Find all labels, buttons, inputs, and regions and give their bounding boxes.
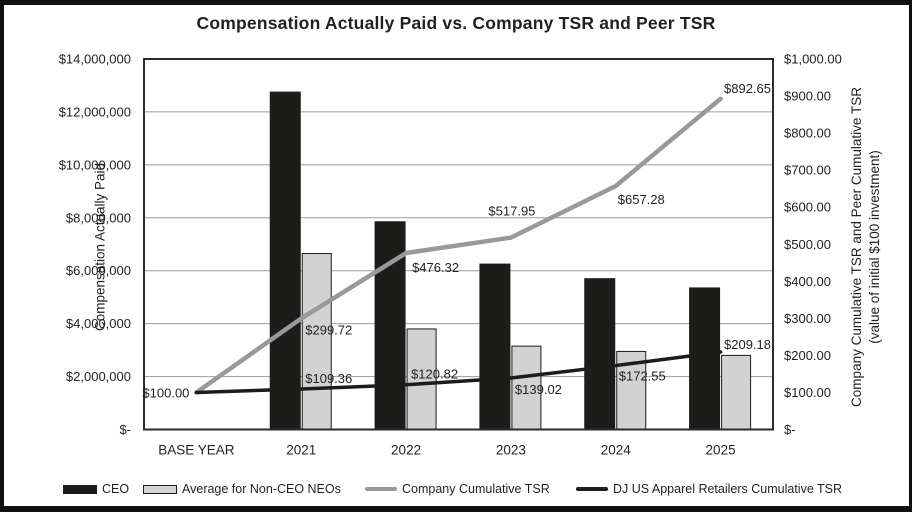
right-axis-tick: $100.00 bbox=[784, 385, 831, 400]
legend-label: DJ US Apparel Retailers Cumulative TSR bbox=[613, 482, 843, 496]
bar-non-ceo-neos-2023 bbox=[511, 345, 542, 431]
left-axis-tick: $14,000,000 bbox=[59, 52, 131, 67]
bar-ceo-2025 bbox=[689, 287, 721, 430]
category-label-2023: 2023 bbox=[496, 443, 526, 458]
right-axis-tick: $1,000.00 bbox=[784, 52, 842, 67]
right-axis-tick: $200.00 bbox=[784, 348, 831, 363]
data-label-company-tsr-2025: $892.65 bbox=[724, 81, 771, 96]
data-label-peer-tsr-2021: $109.36 bbox=[305, 371, 352, 386]
category-label-base-year: BASE YEAR bbox=[158, 443, 235, 458]
right-axis-title-line1: Company Cumulative TSR and Peer Cumulati… bbox=[849, 87, 865, 407]
legend-label: CEO bbox=[102, 482, 130, 496]
legend-item-peer-tsr: DJ US Apparel Retailers Cumulative TSR bbox=[576, 480, 842, 498]
right-axis-tick: $- bbox=[784, 422, 796, 437]
bar-ceo-2021 bbox=[269, 91, 301, 431]
bar-non-ceo-neos-2025 bbox=[721, 354, 752, 430]
category-label-2024: 2024 bbox=[601, 443, 632, 458]
bar-non-ceo-neos-2021 bbox=[301, 253, 332, 430]
legend-swatch-line-icon bbox=[576, 487, 608, 491]
legend-swatch-bar-icon bbox=[63, 484, 97, 494]
right-axis-title: Company Cumulative TSR and Peer Cumulati… bbox=[848, 87, 884, 407]
left-axis-title: Compensation Actually Paid bbox=[92, 162, 108, 332]
left-axis-tick: $- bbox=[119, 422, 131, 437]
plot-border bbox=[143, 58, 774, 431]
data-label-company-tsr-base-year: $100.00 bbox=[142, 385, 189, 400]
data-label-peer-tsr-2024: $172.55 bbox=[619, 369, 666, 384]
data-label-company-tsr-2022: $476.32 bbox=[412, 260, 459, 275]
left-axis-tick: $8,000,000 bbox=[66, 210, 131, 225]
right-axis-tick: $800.00 bbox=[784, 126, 831, 141]
legend-item-non-ceo-neos: Average for Non-CEO NEOs bbox=[143, 480, 341, 498]
bar-ceo-2024 bbox=[584, 278, 616, 430]
right-axis-tick: $500.00 bbox=[784, 237, 831, 252]
right-axis-tick: $700.00 bbox=[784, 163, 831, 178]
legend-label: Average for Non-CEO NEOs bbox=[182, 482, 341, 496]
left-axis-tick: $6,000,000 bbox=[66, 263, 131, 278]
left-axis-tick: $12,000,000 bbox=[59, 104, 131, 119]
category-label-2021: 2021 bbox=[286, 443, 316, 458]
data-label-peer-tsr-2022: $120.82 bbox=[411, 367, 458, 382]
chart-legend: CEO Average for Non-CEO NEOs Company Cumul… bbox=[0, 480, 912, 498]
data-label-company-tsr-2023: $517.95 bbox=[488, 204, 535, 219]
legend-item-ceo: CEO bbox=[63, 480, 129, 498]
right-axis-title-line2: (value of initial $100 investment) bbox=[867, 150, 882, 344]
left-axis-tick: $2,000,000 bbox=[66, 369, 131, 384]
line-company-tsr bbox=[194, 96, 723, 395]
bar-ceo-2022 bbox=[374, 221, 406, 430]
right-axis-tick: $900.00 bbox=[784, 89, 831, 104]
data-label-company-tsr-2021: $299.72 bbox=[305, 322, 352, 337]
left-axis-tick: $4,000,000 bbox=[66, 316, 131, 331]
legend-label: Company Cumulative TSR bbox=[402, 482, 550, 496]
right-axis-tick: $400.00 bbox=[784, 274, 831, 289]
data-label-peer-tsr-2023: $139.02 bbox=[515, 382, 562, 397]
legend-swatch-line-icon bbox=[365, 486, 397, 492]
category-label-2022: 2022 bbox=[391, 443, 421, 458]
legend-item-company-tsr: Company Cumulative TSR bbox=[365, 480, 550, 498]
category-label-2025: 2025 bbox=[706, 443, 736, 458]
data-label-company-tsr-2024: $657.28 bbox=[618, 192, 665, 207]
data-label-peer-tsr-2025: $209.18 bbox=[724, 337, 771, 352]
right-axis-tick: $600.00 bbox=[784, 200, 831, 215]
chart-title: Compensation Actually Paid vs. Company T… bbox=[196, 13, 716, 33]
bar-ceo-2023 bbox=[479, 263, 511, 430]
right-axis-tick: $300.00 bbox=[784, 311, 831, 326]
line-peer-tsr bbox=[194, 350, 723, 395]
left-axis-tick: $10,000,000 bbox=[59, 157, 131, 172]
legend-swatch-bar-icon bbox=[143, 484, 177, 494]
